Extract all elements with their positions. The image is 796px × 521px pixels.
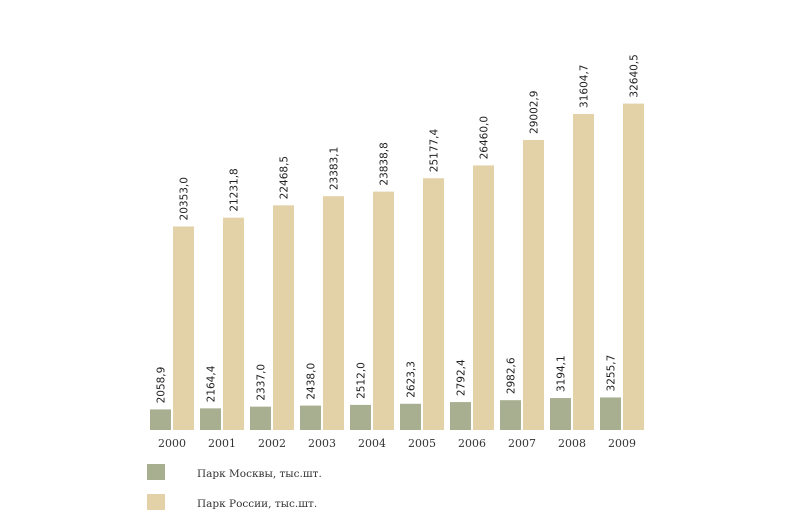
x-tick-label-2008: 2008	[558, 437, 586, 450]
bar-russia-2001	[223, 217, 244, 430]
bar-russia-2009	[623, 103, 644, 430]
data-label-moscow-2006: 2792,4	[456, 359, 468, 396]
data-label-moscow-2008: 3194,1	[556, 355, 568, 392]
bar-russia-2007	[523, 139, 544, 430]
x-tick-label-2001: 2001	[208, 437, 236, 450]
data-label-russia-2009: 32640,5	[629, 54, 641, 97]
data-label-moscow-2001: 2164,4	[206, 365, 218, 402]
bar-moscow-2003	[300, 405, 321, 430]
x-axis-ticks: 2000 2001 2002 2003 2004 2005 2006 2007 2008 2009	[158, 437, 636, 450]
bar-moscow-2001	[200, 408, 221, 430]
data-label-moscow-2005: 2623,3	[406, 361, 418, 398]
x-tick-label-2007: 2007	[508, 437, 536, 450]
x-tick-label-2006: 2006	[458, 437, 486, 450]
bar-russia-2005	[423, 178, 444, 430]
legend-label-moscow: Парк Москвы, тыс.шт.	[197, 468, 322, 480]
x-tick-label-2003: 2003	[308, 437, 336, 450]
data-label-moscow-2002: 2337,0	[256, 364, 268, 401]
x-tick-label-2005: 2005	[408, 437, 436, 450]
data-label-russia-2002: 22468,5	[279, 156, 291, 199]
bar-russia-2008	[573, 113, 594, 430]
bar-russia-2000	[173, 226, 194, 430]
bar-russia-2006	[473, 165, 494, 430]
bar-russia-2004	[373, 191, 394, 430]
bar-moscow-2006	[450, 402, 471, 430]
x-tick-label-2002: 2002	[258, 437, 286, 450]
legend-swatch-russia	[147, 494, 165, 510]
x-tick-label-2009: 2009	[608, 437, 636, 450]
bar-moscow-2008	[550, 398, 571, 430]
data-label-russia-2005: 25177,4	[429, 128, 441, 172]
data-label-moscow-2004: 2512,0	[356, 362, 368, 399]
bar-moscow-2004	[350, 404, 371, 430]
bars-group: 2058,9 20353,0 2164,4 21231,8 2337,0 22468,5 2…	[150, 54, 644, 430]
legend: Парк Москвы, тыс.шт. Парк России, тыс.шт…	[147, 464, 322, 510]
data-label-moscow-2007: 2982,6	[506, 357, 518, 394]
bar-moscow-2000	[150, 409, 171, 430]
data-label-moscow-2000: 2058,9	[156, 367, 168, 404]
data-label-russia-2001: 21231,8	[229, 168, 241, 211]
bar-moscow-2005	[400, 403, 421, 430]
legend-label-russia: Парк России, тыс.шт.	[197, 498, 317, 510]
legend-swatch-moscow	[147, 464, 165, 480]
data-label-russia-2004: 23838,8	[379, 142, 391, 185]
data-label-russia-2008: 31604,7	[579, 65, 591, 108]
x-tick-label-2004: 2004	[358, 437, 386, 450]
bar-russia-2003	[323, 196, 344, 430]
data-label-moscow-2009: 3255,7	[606, 355, 618, 392]
bar-russia-2002	[273, 205, 294, 430]
bar-moscow-2002	[250, 406, 271, 430]
bar-moscow-2009	[600, 397, 621, 430]
data-label-russia-2003: 23383,1	[329, 147, 341, 190]
data-label-russia-2006: 26460,0	[479, 116, 491, 159]
data-label-russia-2000: 20353,0	[179, 177, 191, 220]
x-tick-label-2000: 2000	[158, 437, 186, 450]
data-label-russia-2007: 29002,9	[529, 91, 541, 134]
data-label-moscow-2003: 2438,0	[306, 363, 318, 400]
bar-moscow-2007	[500, 400, 521, 430]
